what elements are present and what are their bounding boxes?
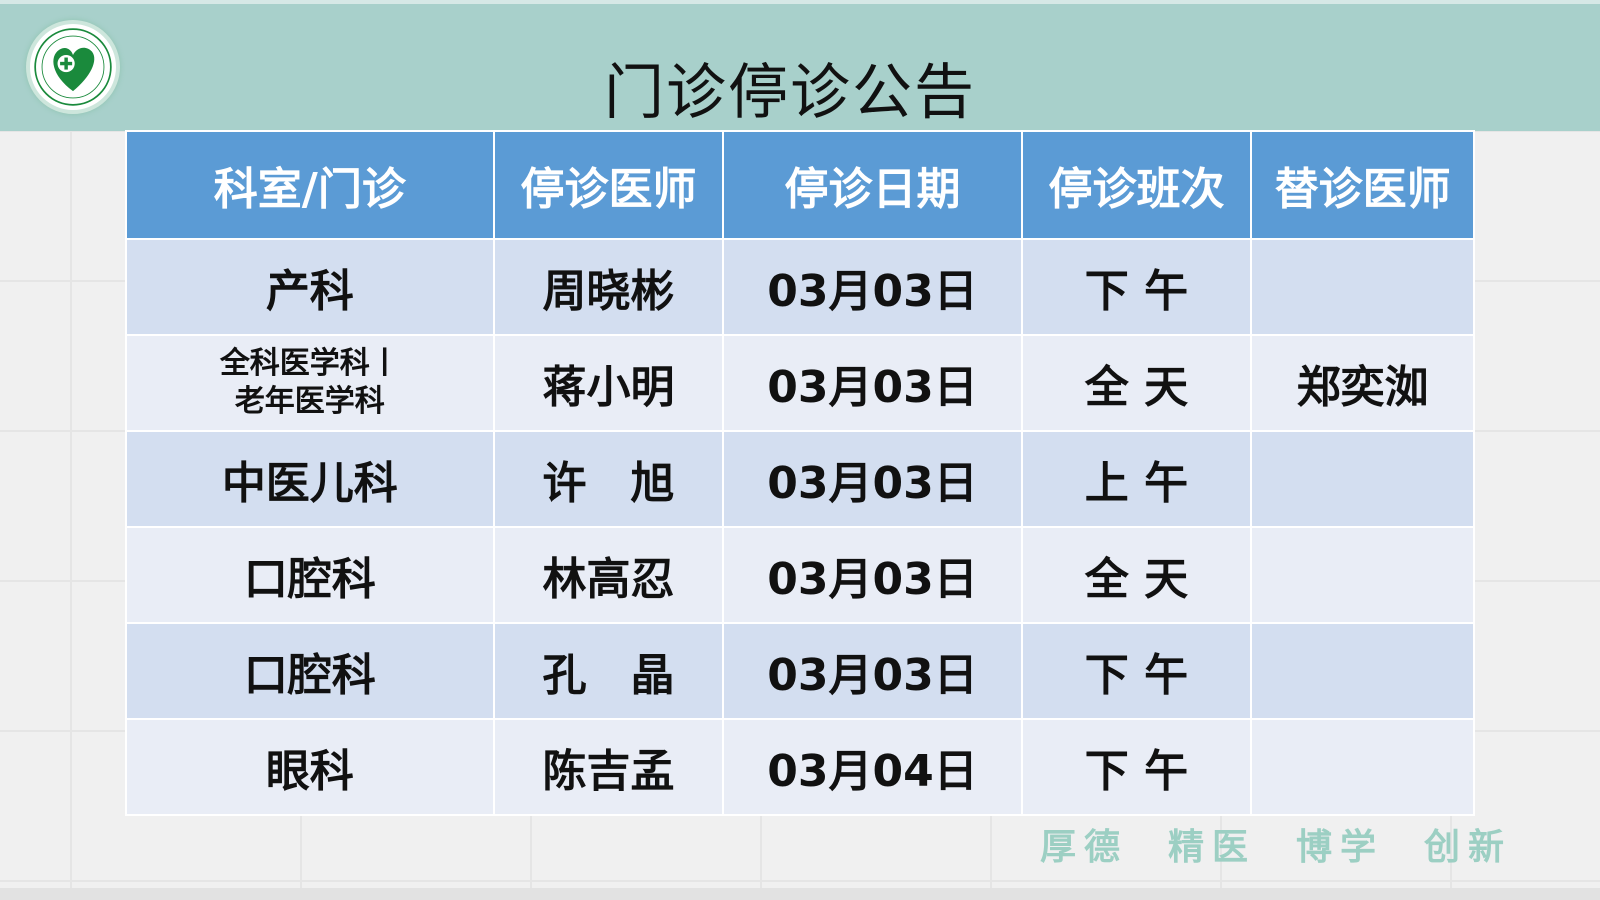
- cell-shift: 上 午: [1020, 430, 1253, 528]
- cell-doctor: 孔 晶: [492, 622, 725, 720]
- cell-date: 03月03日: [722, 526, 1023, 624]
- header-substitute: 替诊医师: [1250, 130, 1475, 240]
- cell-date: 03月03日: [722, 334, 1023, 432]
- cell-shift: 下 午: [1020, 238, 1253, 336]
- cell-doctor: 周晓彬: [492, 238, 725, 336]
- header-shift: 停诊班次: [1020, 130, 1253, 240]
- cell-date: 03月04日: [722, 718, 1023, 816]
- hospital-motto: 厚德 精医 博学 创新: [1040, 818, 1552, 870]
- header-doctor: 停诊医师: [492, 130, 725, 240]
- cell-dept: 口腔科: [125, 622, 495, 720]
- cell-shift: 下 午: [1020, 718, 1253, 816]
- header-dept: 科室/门诊: [125, 130, 495, 240]
- suspension-table: 科室/门诊 停诊医师 停诊日期 停诊班次 替诊医师 产科 周晓彬 03月03日 …: [125, 130, 1475, 816]
- cell-dept: 中医儿科: [125, 430, 495, 528]
- cell-date: 03月03日: [722, 238, 1023, 336]
- table-header-row: 科室/门诊 停诊医师 停诊日期 停诊班次 替诊医师: [125, 130, 1475, 240]
- table-row: 产科 周晓彬 03月03日 下 午: [125, 238, 1475, 336]
- cell-dept: 产科: [125, 238, 495, 336]
- hospital-logo-icon: [26, 20, 120, 114]
- motto-item: 博学: [1296, 826, 1385, 868]
- cell-substitute: [1250, 238, 1475, 336]
- header-band: 门诊停诊公告: [0, 0, 1600, 131]
- dept-line-2: 老年医学科: [234, 384, 385, 419]
- cell-doctor: 许 旭: [492, 430, 725, 528]
- cell-substitute: [1250, 526, 1475, 624]
- cell-doctor: 蒋小明: [492, 334, 725, 432]
- motto-item: 创新: [1424, 826, 1513, 868]
- cell-shift: 全 天: [1020, 334, 1253, 432]
- cell-doctor: 陈吉孟: [492, 718, 725, 816]
- footer-band: [0, 888, 1600, 900]
- header-date: 停诊日期: [722, 130, 1023, 240]
- cell-dept: 口腔科: [125, 526, 495, 624]
- cell-date: 03月03日: [722, 430, 1023, 528]
- table-row: 口腔科 林高忍 03月03日 全 天: [125, 526, 1475, 624]
- table-row: 口腔科 孔 晶 03月03日 下 午: [125, 622, 1475, 720]
- motto-item: 精医: [1168, 826, 1257, 868]
- cell-substitute: 郑奕洳: [1250, 334, 1475, 432]
- cell-doctor: 林高忍: [492, 526, 725, 624]
- dept-line-1: 全科医学科丨: [219, 346, 400, 381]
- cell-dept: 眼科: [125, 718, 495, 816]
- cell-substitute: [1250, 718, 1475, 816]
- table-row: 中医儿科 许 旭 03月03日 上 午: [125, 430, 1475, 528]
- table-row: 眼科 陈吉孟 03月04日 下 午: [125, 718, 1475, 816]
- cell-shift: 下 午: [1020, 622, 1253, 720]
- motto-item: 厚德: [1040, 826, 1129, 868]
- table-row: 全科医学科丨 老年医学科 蒋小明 03月03日 全 天 郑奕洳: [125, 334, 1475, 432]
- page-title: 门诊停诊公告: [604, 58, 976, 128]
- cell-dept: 全科医学科丨 老年医学科: [125, 334, 495, 432]
- cell-substitute: [1250, 622, 1475, 720]
- cell-date: 03月03日: [722, 622, 1023, 720]
- cell-substitute: [1250, 430, 1475, 528]
- cell-shift: 全 天: [1020, 526, 1253, 624]
